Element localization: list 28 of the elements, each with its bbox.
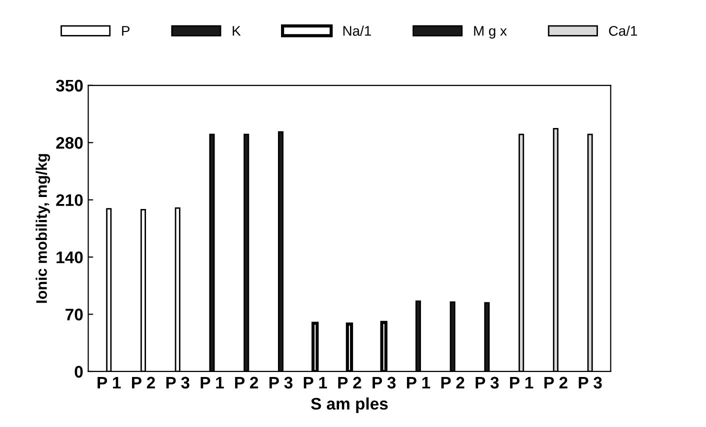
x-tick-label: P 3 — [166, 376, 190, 389]
x-tick-label: P 2 — [441, 376, 464, 388]
x-tick-label: P 1 — [510, 376, 534, 388]
legend-label: Na/1 — [343, 26, 371, 36]
x-tick-label: P 2 — [544, 376, 568, 388]
x-tick-label: P 1 — [98, 376, 121, 388]
y-axis-title: Ionic mobility, mg/kg — [36, 154, 50, 303]
x-tick-label: P 3 — [269, 376, 292, 389]
x-axis-title: S am ples — [311, 397, 388, 413]
y-tick-label: 140 — [56, 251, 83, 264]
legend-label: K — [232, 26, 241, 36]
x-tick-label: P 2 — [132, 376, 155, 388]
x-tick-label: P 2 — [338, 376, 362, 388]
legend-label: M g x — [474, 26, 507, 39]
x-tick-label: P 1 — [304, 376, 327, 388]
x-tick-label: P 3 — [372, 376, 396, 389]
legend-label: P — [122, 26, 130, 36]
legend-label: Ca/1 — [609, 26, 638, 36]
y-tick-label: 350 — [56, 80, 83, 92]
y-tick-label: 0 — [74, 366, 83, 378]
x-tick-label: P 3 — [578, 376, 602, 389]
x-tick-label: P 1 — [406, 376, 430, 388]
x-tick-label: P 1 — [200, 376, 224, 388]
y-tick-label: 70 — [66, 308, 83, 320]
x-tick-label: P 3 — [476, 376, 499, 389]
y-tick-label: 210 — [56, 194, 83, 206]
x-tick-label: P 2 — [235, 376, 258, 388]
y-tick-label: 280 — [56, 137, 83, 149]
